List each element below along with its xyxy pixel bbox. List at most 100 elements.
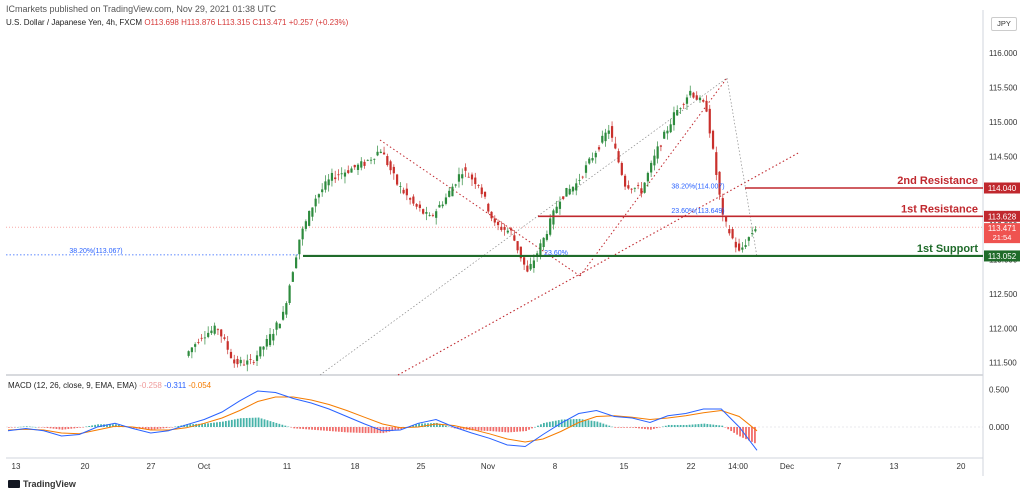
macd-hist-bar: [227, 420, 230, 427]
candle-body: [721, 198, 724, 215]
macd-hist-bar: [162, 427, 165, 429]
macd-hist-bar: [76, 427, 79, 429]
macd-hist-bar: [287, 426, 290, 428]
macd-hist-bar: [438, 423, 441, 427]
macd-hist-bar: [670, 424, 673, 427]
macd-hist-bar: [480, 427, 483, 431]
macd-hist-bar: [421, 423, 423, 427]
macd-hist-bar: [614, 427, 617, 428]
candle-body: [347, 170, 350, 173]
price-tick-label: 115.000: [989, 118, 1018, 127]
macd-hist-bar: [251, 417, 254, 427]
macd-hist-bar: [733, 427, 736, 433]
candle-body: [308, 210, 311, 226]
bar-countdown: 21:54: [993, 233, 1012, 242]
macd-hist-bar: [697, 424, 700, 427]
candle-body: [568, 188, 571, 195]
macd-hist-bar: [611, 426, 614, 428]
candle-body: [676, 109, 679, 116]
macd-value: -0.311: [164, 381, 187, 390]
candle-body: [493, 218, 496, 223]
macd-hist-bar: [492, 427, 495, 432]
macd-hist-bar: [623, 427, 626, 428]
candle-body: [399, 186, 402, 187]
macd-hist-bar: [19, 426, 22, 428]
macd-hist-bar: [85, 426, 88, 428]
candle-body: [327, 179, 330, 186]
candle-body: [747, 237, 750, 241]
macd-hist-bar: [320, 427, 322, 431]
currency-button[interactable]: JPY: [991, 17, 1017, 31]
candle-body: [314, 198, 317, 207]
fib-label: 38.20%(114.007): [671, 183, 724, 190]
macd-hist-bar: [156, 427, 159, 430]
macd-hist-bar: [391, 427, 394, 432]
symbol-name: U.S. Dollar / Japanese Yen, 4h, FXCM: [6, 18, 143, 27]
time-tick-label: 13: [12, 462, 21, 471]
candle-body: [392, 166, 395, 174]
macd-hist-bar: [370, 427, 373, 434]
candle-body: [689, 90, 692, 96]
candle-body: [614, 143, 617, 149]
candle-body: [311, 207, 314, 217]
candle-body: [500, 226, 503, 230]
macd-hist-bar: [382, 427, 385, 434]
last-price-label: 113.471: [988, 224, 1017, 233]
candle-body: [754, 229, 757, 232]
macd-hist-bar: [337, 427, 340, 432]
macd-hist-bar: [394, 427, 397, 431]
candle-body: [640, 188, 643, 194]
macd-hist-bar: [219, 421, 221, 427]
candle-body: [200, 337, 203, 339]
candle-body: [623, 175, 627, 187]
macd-hist-bar: [106, 424, 108, 427]
macd-hist-bar: [498, 427, 501, 432]
candle-body: [369, 159, 373, 161]
macd-hist-bar: [334, 427, 337, 432]
macd-hist-bar: [269, 421, 272, 427]
macd-hist-bar: [13, 427, 16, 428]
candle-body: [249, 359, 252, 360]
macd-hist-bar: [388, 427, 391, 432]
candle-body: [457, 174, 461, 182]
macd-hist-bar: [661, 426, 664, 428]
macd-hist-bar: [620, 427, 623, 428]
macd-hist-bar: [635, 427, 637, 429]
ohlc-readout: O113.698 H113.876 L113.315 C113.471 +0.2…: [144, 18, 349, 27]
candle-body: [448, 190, 451, 197]
candle-body: [663, 131, 666, 139]
candle-body: [395, 174, 399, 185]
macd-hist-bar: [8, 427, 10, 428]
macd-hist-bar: [504, 427, 507, 433]
signal-line: [7, 396, 758, 443]
candle-body: [474, 177, 477, 185]
macd-legend: MACD (12, 26, close, 9, EMA, EMA) -0.258…: [8, 381, 211, 390]
candle-body: [692, 92, 695, 98]
macd-hist-bar: [132, 427, 135, 429]
macd-hist-bar: [682, 424, 685, 427]
macd-hist-bar: [745, 427, 747, 440]
candle-body: [197, 342, 200, 343]
candle-body: [646, 172, 649, 182]
macd-hist-bar: [525, 427, 527, 432]
time-tick-label: 22: [687, 462, 696, 471]
macd-hist-bar: [587, 420, 590, 427]
macd-hist-bar: [46, 427, 49, 429]
time-tick-label: 20: [957, 462, 966, 471]
candle-body: [285, 303, 288, 315]
candle-body: [464, 167, 467, 171]
candle-body: [252, 362, 255, 364]
candle-body: [360, 161, 363, 168]
time-tick-label: 18: [351, 462, 360, 471]
macd-hist-bar: [302, 427, 305, 430]
candle-body: [477, 185, 480, 186]
candle-body: [578, 179, 581, 181]
macd-hist-bar: [147, 427, 150, 430]
macd-hist-bar: [281, 424, 284, 427]
tradingview-logo[interactable]: TradingView: [8, 479, 76, 489]
macd-hist-bar: [224, 421, 227, 427]
candle-body: [724, 216, 728, 222]
macd-hist-bar: [115, 424, 117, 427]
macd-hist-bar: [355, 427, 358, 433]
